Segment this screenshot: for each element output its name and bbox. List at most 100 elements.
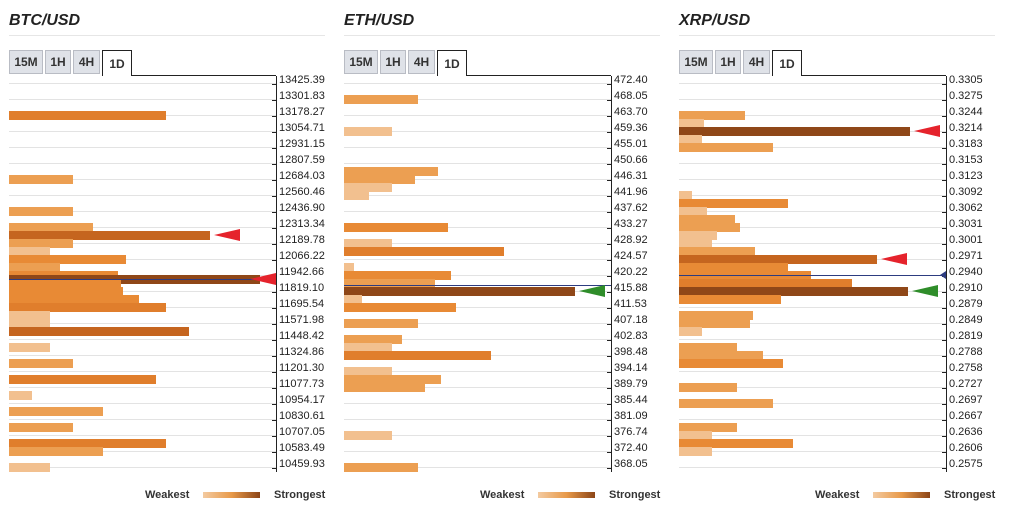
green-arrow-marker <box>579 285 605 297</box>
tab-1h[interactable]: 1H <box>715 50 741 74</box>
confluence-bar <box>9 343 50 352</box>
confluence-bar <box>679 295 781 304</box>
confluence-bar <box>344 431 392 440</box>
axis-tick <box>607 452 612 453</box>
price-level-label: 0.2667 <box>949 410 983 422</box>
title-divider <box>9 35 325 36</box>
confluence-bar <box>344 343 392 352</box>
price-level-label: 0.3183 <box>949 138 983 150</box>
gridline <box>679 371 946 372</box>
axis-tick <box>272 388 277 389</box>
gridline <box>344 307 611 308</box>
gridline <box>344 467 611 468</box>
axis-tick <box>607 116 612 117</box>
tab-15m[interactable]: 15M <box>9 50 43 74</box>
confluence-bar <box>9 327 189 336</box>
price-level-label: 10583.49 <box>279 442 325 454</box>
price-level-label: 13301.83 <box>279 90 325 102</box>
legend-strongest-label: Strongest <box>274 489 326 501</box>
confluence-bar <box>679 143 773 152</box>
confluence-bar <box>679 399 773 408</box>
current-price-line <box>679 275 946 276</box>
axis-tick <box>942 244 947 245</box>
axis-tick <box>272 228 277 229</box>
confluence-bar <box>679 343 737 352</box>
confluence-bar <box>9 175 73 184</box>
axis-tick <box>607 132 612 133</box>
gridline <box>679 387 946 388</box>
axis-tick <box>942 100 947 101</box>
gridline <box>679 227 946 228</box>
gridline <box>679 83 946 84</box>
gridline <box>679 323 946 324</box>
tab-15m[interactable]: 15M <box>344 50 378 74</box>
legend-weakest-label: Weakest <box>480 489 525 501</box>
price-level-label: 12560.46 <box>279 186 325 198</box>
confluence-bar <box>344 183 392 192</box>
tab-1h[interactable]: 1H <box>380 50 406 74</box>
price-level-label: 12931.15 <box>279 138 325 150</box>
tab-1d[interactable]: 1D <box>772 50 802 76</box>
gridline <box>344 451 611 452</box>
confluence-bar <box>344 175 415 184</box>
axis-tick <box>272 308 277 309</box>
gridline <box>9 371 276 372</box>
tab-4h[interactable]: 4H <box>73 50 100 74</box>
tab-4h[interactable]: 4H <box>743 50 770 74</box>
gridline <box>679 339 946 340</box>
confluence-bar <box>344 319 418 328</box>
gridline <box>344 211 611 212</box>
gridline <box>9 323 276 324</box>
axis-tick <box>272 164 277 165</box>
price-level-label: 13425.39 <box>279 74 325 86</box>
green-arrow-marker <box>912 285 938 297</box>
gridline <box>344 275 611 276</box>
confluence-bar <box>9 111 166 120</box>
confluence-bar <box>344 263 354 272</box>
axis-tick <box>607 196 612 197</box>
confluence-bar <box>679 223 740 232</box>
price-level-label: 389.79 <box>614 378 648 390</box>
current-price-line <box>9 279 276 280</box>
gridline <box>344 115 611 116</box>
price-level-label: 12684.03 <box>279 170 325 182</box>
legend-strongest-label: Strongest <box>944 489 996 501</box>
confluence-bar <box>9 311 50 320</box>
gridline <box>344 435 611 436</box>
gridline <box>679 163 946 164</box>
tab-1h[interactable]: 1H <box>45 50 71 74</box>
price-level-label: 11571.98 <box>279 314 325 326</box>
gridline <box>9 163 276 164</box>
gridline <box>679 435 946 436</box>
tab-1d[interactable]: 1D <box>437 50 467 76</box>
axis-tick <box>272 340 277 341</box>
confluence-bar <box>9 463 50 472</box>
confluence-bar <box>9 391 32 400</box>
axis-tick <box>607 292 612 293</box>
axis-tick <box>607 436 612 437</box>
price-level-label: 459.36 <box>614 122 648 134</box>
confluence-bar <box>344 223 448 232</box>
tab-1d[interactable]: 1D <box>102 50 132 76</box>
axis-tick <box>942 212 947 213</box>
price-level-label: 10459.93 <box>279 458 325 470</box>
gridline <box>9 435 276 436</box>
axis-tick <box>272 468 277 469</box>
price-level-label: 441.96 <box>614 186 648 198</box>
price-level-label: 394.14 <box>614 362 648 374</box>
tab-15m[interactable]: 15M <box>679 50 713 74</box>
tab-4h[interactable]: 4H <box>408 50 435 74</box>
price-level-label: 372.40 <box>614 442 648 454</box>
confluence-bar <box>679 191 692 200</box>
confluence-bar <box>9 231 210 240</box>
confluence-bar <box>679 279 852 288</box>
price-level-label: 11077.73 <box>279 378 325 390</box>
gridline <box>344 371 611 372</box>
confluence-bar <box>344 287 575 296</box>
axis-tick <box>607 212 612 213</box>
confluence-bar <box>344 375 441 384</box>
price-level-label: 0.2697 <box>949 394 983 406</box>
gridline <box>344 243 611 244</box>
confluence-bar <box>9 303 166 312</box>
axis-tick <box>942 228 947 229</box>
